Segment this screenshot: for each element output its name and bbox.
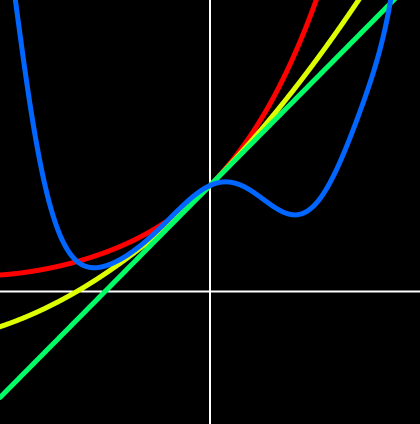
series-layer: [0, 0, 398, 400]
series-line-damped-oscillation: [12, 0, 394, 271]
